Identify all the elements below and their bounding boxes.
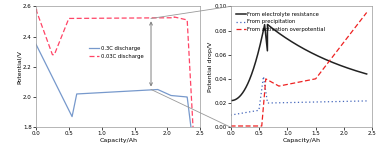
From precipitation: [228, 114, 233, 116]
0.3C discharge: [34, 43, 38, 45]
From precipitation: [291, 102, 296, 104]
Legend: From electrolyte resistance, From precipitation, From activation overpotential: From electrolyte resistance, From precip…: [235, 10, 327, 34]
0.3C discharge: [158, 90, 163, 92]
0.03C discharge: [192, 140, 196, 142]
From electrolyte resistance: [291, 42, 296, 44]
From electrolyte resistance: [364, 73, 369, 75]
0.03C discharge: [34, 8, 38, 10]
From activation overpotential: [360, 17, 365, 19]
0.03C discharge: [187, 56, 191, 58]
Y-axis label: Potential drop/V: Potential drop/V: [208, 42, 213, 92]
Legend: 0.3C discharge, 0.03C discharge: 0.3C discharge, 0.03C discharge: [88, 44, 145, 60]
From activation overpotential: [361, 17, 365, 19]
From electrolyte resistance: [336, 63, 340, 65]
0.3C discharge: [106, 91, 111, 93]
0.3C discharge: [187, 111, 191, 113]
Line: 0.3C discharge: 0.3C discharge: [36, 44, 194, 150]
From activation overpotential: [228, 125, 233, 127]
0.3C discharge: [110, 91, 115, 93]
0.03C discharge: [110, 17, 115, 19]
0.3C discharge: [42, 59, 46, 61]
From activation overpotential: [335, 49, 340, 51]
From electrolyte resistance: [361, 72, 365, 74]
From electrolyte resistance: [294, 44, 299, 46]
From precipitation: [336, 101, 340, 103]
From precipitation: [235, 113, 240, 115]
0.3C discharge: [187, 112, 191, 114]
Y-axis label: Potential/V: Potential/V: [17, 50, 22, 84]
0.03C discharge: [106, 17, 111, 19]
0.03C discharge: [187, 54, 191, 56]
0.03C discharge: [42, 31, 46, 33]
From precipitation: [294, 101, 299, 103]
From precipitation: [361, 100, 365, 102]
X-axis label: Capacity/Ah: Capacity/Ah: [282, 138, 321, 143]
X-axis label: Capacity/Ah: Capacity/Ah: [99, 138, 137, 143]
0.3C discharge: [192, 149, 196, 151]
From precipitation: [364, 100, 369, 102]
From electrolyte resistance: [361, 72, 365, 74]
From electrolyte resistance: [228, 100, 233, 102]
From electrolyte resistance: [235, 97, 240, 99]
From precipitation: [361, 100, 365, 102]
Line: From electrolyte resistance: From electrolyte resistance: [231, 24, 367, 101]
0.03C discharge: [158, 17, 163, 19]
From precipitation: [261, 76, 266, 77]
From activation overpotential: [294, 82, 299, 83]
From activation overpotential: [364, 12, 369, 14]
Line: From activation overpotential: From activation overpotential: [231, 13, 367, 126]
From electrolyte resistance: [265, 24, 270, 25]
From activation overpotential: [291, 82, 296, 84]
From activation overpotential: [235, 125, 240, 127]
Line: 0.03C discharge: 0.03C discharge: [36, 9, 194, 141]
Line: From precipitation: From precipitation: [231, 76, 367, 115]
